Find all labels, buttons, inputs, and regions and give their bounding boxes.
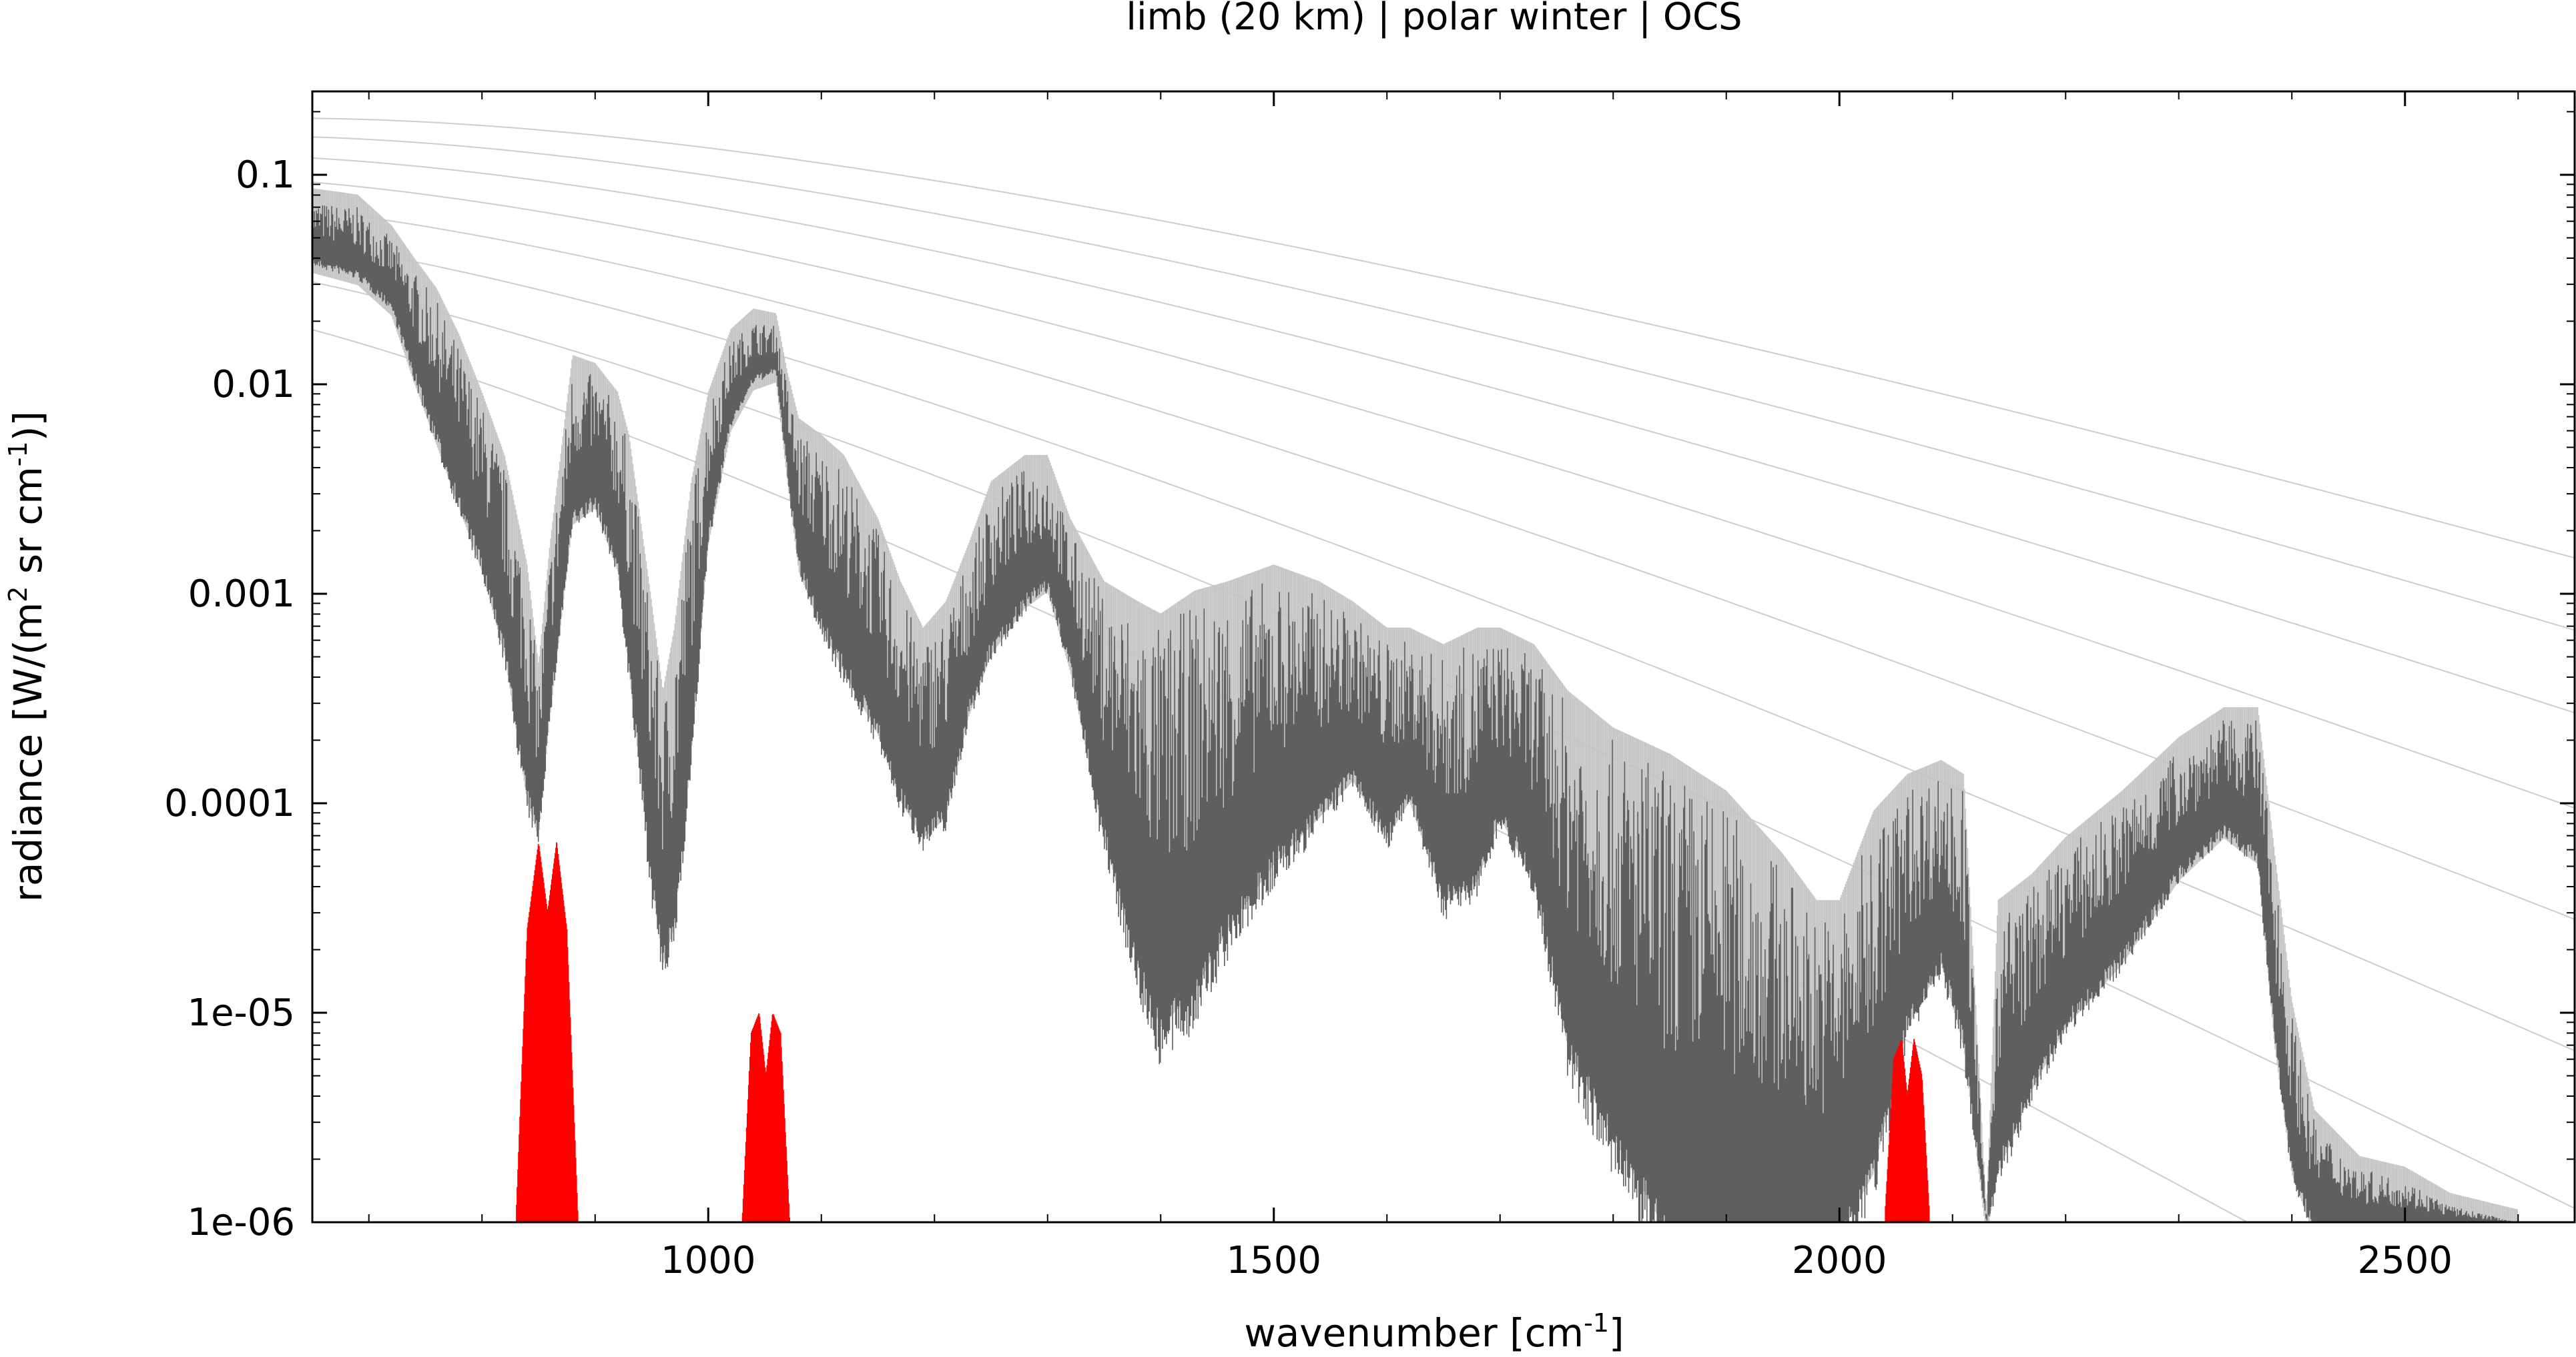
- ocs-bands: [516, 842, 1930, 1222]
- y-axis-label: radiance [W/(m2 sr cm-1)]: [3, 411, 51, 902]
- y-axis-label-sup2: -1: [3, 441, 33, 466]
- y-tick-label: 1e-05: [187, 991, 295, 1035]
- spectrum-main-lines: [312, 205, 2518, 1222]
- x-axis-ticks: 1000 1500 2000 2500: [368, 91, 2519, 1282]
- reference-curve-260K: [312, 181, 2575, 809]
- x-tick-label-1500: 1500: [1226, 1239, 1321, 1282]
- y-tick-label: 0.1: [236, 153, 295, 197]
- y-tick-label: 0.01: [212, 363, 295, 406]
- spectrum-series: [312, 188, 2518, 1222]
- x-tick-label-1000: 1000: [661, 1239, 756, 1282]
- y-axis-ticks: 0.1 0.01 0.001 0.0001 1e-05 1e-06: [164, 111, 2575, 1244]
- reference-curve-220K: [312, 242, 2575, 1051]
- chart-title: limb (20 km) | polar winter | OCS: [1126, 0, 1742, 39]
- x-axis-label-sup: -1: [1584, 1308, 1609, 1338]
- reference-curve-300K: [312, 136, 2575, 631]
- y-axis-label-sup1: 2: [3, 586, 33, 602]
- x-tick-label-2000: 2000: [1792, 1239, 1887, 1282]
- y-axis-label-part1: radiance [W/(m: [5, 602, 51, 902]
- plot-area: [312, 117, 2575, 1222]
- x-axis-label-tail: ]: [1609, 1310, 1624, 1356]
- x-axis-label-main: wavenumber [cm: [1244, 1310, 1584, 1356]
- x-axis-label: wavenumber [cm-1]: [1244, 1308, 1624, 1356]
- reference-curve-320K: [312, 117, 2575, 559]
- reference-curve-280K: [312, 157, 2575, 714]
- y-axis-label-part3: )]: [5, 411, 51, 441]
- y-axis-label-part2: sr cm: [5, 466, 51, 586]
- ocs-series: [516, 842, 1930, 1222]
- y-tick-label: 0.0001: [164, 782, 295, 825]
- y-tick-label: 1e-06: [187, 1201, 295, 1244]
- y-tick-label: 0.001: [188, 572, 295, 616]
- x-tick-label-2500: 2500: [2357, 1239, 2453, 1282]
